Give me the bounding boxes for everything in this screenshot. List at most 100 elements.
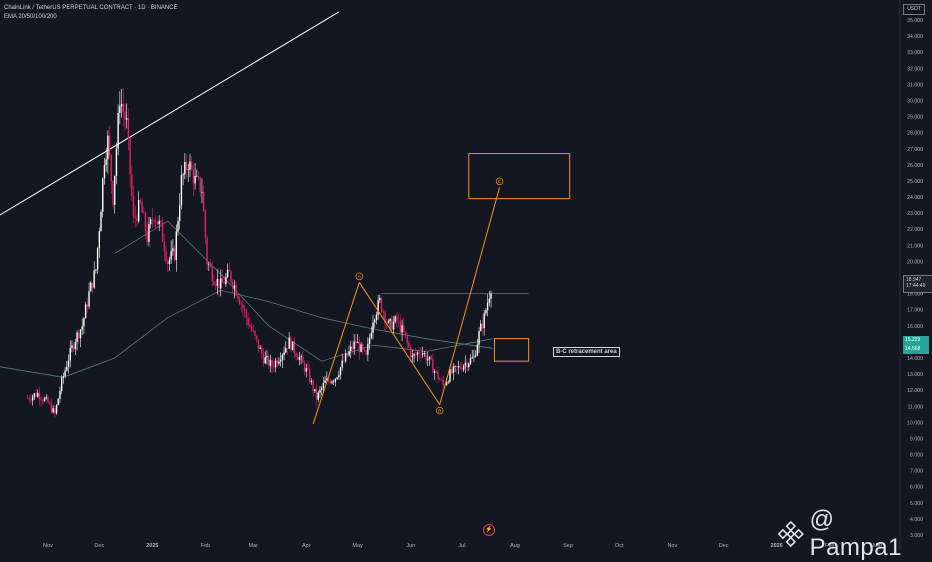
candle (74, 342, 77, 350)
candle (66, 366, 68, 371)
y-tick-label: 9.000 (910, 436, 923, 442)
currency-label[interactable]: USDT (903, 4, 925, 15)
candle (348, 351, 350, 356)
candle (257, 339, 260, 349)
candle (143, 212, 145, 214)
candle (450, 369, 453, 374)
price-chart[interactable]: 35.000 34.000 33.000 32.000 31.000 30.000 29.0… (0, 0, 932, 550)
candle (125, 118, 128, 120)
lightning-icon[interactable]: ⚡ (483, 524, 495, 536)
y-tick-label: 26.000 (907, 163, 923, 169)
y-tick-label: 8.000 (910, 453, 923, 459)
candle (322, 382, 325, 388)
candle (141, 201, 143, 213)
candle (120, 104, 123, 107)
x-tick-label: Oct (615, 543, 624, 549)
candle (480, 323, 482, 331)
wave-label: A (358, 274, 362, 280)
candle (408, 342, 410, 348)
candle (355, 341, 357, 344)
candle (206, 237, 208, 265)
candle (392, 321, 395, 330)
y-tick-label: 22.000 (907, 227, 923, 233)
y-tick-label: 14.000 (907, 356, 923, 362)
candle (368, 338, 371, 344)
candle (213, 281, 215, 285)
candle (233, 285, 236, 289)
last-price: 18.947 (906, 277, 922, 283)
chart-title: ChainLink / TetherUS PERPETUAL CONTRACT … (4, 5, 178, 11)
candle (319, 389, 321, 393)
candle (180, 175, 183, 206)
candle (305, 368, 307, 372)
y-tick-label: 30.000 (907, 98, 923, 104)
candle (76, 332, 78, 343)
y-tick-label: 27.000 (907, 147, 923, 153)
candle (288, 337, 290, 349)
candle (415, 354, 417, 355)
x-tick-label: Mar (249, 543, 259, 549)
candle (88, 291, 90, 307)
candle (374, 320, 376, 323)
candle (226, 269, 229, 277)
candle (240, 303, 242, 305)
candle (83, 318, 85, 327)
candle (343, 360, 345, 362)
x-tick-label: Feb (201, 543, 210, 549)
candle (370, 332, 372, 339)
candle (62, 376, 65, 378)
candle (267, 356, 270, 366)
candle (259, 347, 261, 349)
candle (185, 161, 188, 170)
wave-label: C (498, 179, 502, 185)
candle (351, 346, 354, 349)
candle (293, 341, 296, 354)
y-tick-label: 5.000 (910, 501, 923, 507)
candle (367, 343, 369, 355)
trendline (0, 11, 340, 216)
y-tick-label: 3.000 (910, 533, 923, 539)
candle (336, 377, 338, 379)
candle (456, 366, 458, 368)
candle (362, 344, 364, 350)
candle (320, 387, 323, 390)
target-zone-box (468, 153, 571, 200)
candle (139, 200, 142, 202)
candle (264, 357, 266, 364)
candle (310, 380, 313, 383)
candle (372, 322, 374, 333)
candle (59, 390, 61, 399)
candle (344, 353, 347, 362)
candle (69, 347, 71, 361)
candle (220, 278, 222, 289)
watermark: @ Pampa1 (778, 506, 932, 562)
x-tick-label: 2026 (771, 543, 783, 549)
y-tick-label: 16.000 (907, 324, 923, 330)
x-tick-label: Sep (563, 543, 573, 549)
candle (146, 231, 148, 242)
candle (84, 304, 87, 319)
candle (403, 325, 405, 332)
x-tick-label: 2025 (146, 543, 158, 549)
candle (286, 348, 289, 349)
candle (149, 219, 152, 225)
candle (182, 174, 184, 176)
candle (262, 354, 265, 364)
candle (250, 326, 253, 331)
candle (442, 379, 444, 385)
candle (100, 211, 102, 232)
candle (385, 322, 388, 324)
y-tick-label: 33.000 (907, 50, 923, 56)
candle (134, 216, 136, 219)
candle (117, 113, 119, 149)
candle (196, 175, 198, 177)
candle (324, 380, 326, 383)
candle (326, 378, 328, 381)
wave-line (439, 187, 501, 405)
candle (394, 316, 396, 322)
y-tick-label: 29.000 (907, 115, 923, 121)
candle (411, 355, 414, 358)
candle (86, 304, 89, 307)
indicator-label[interactable]: EMA 20/50/100/200 (4, 14, 57, 20)
retracement-annotation[interactable]: B-C retracement area (553, 347, 620, 357)
